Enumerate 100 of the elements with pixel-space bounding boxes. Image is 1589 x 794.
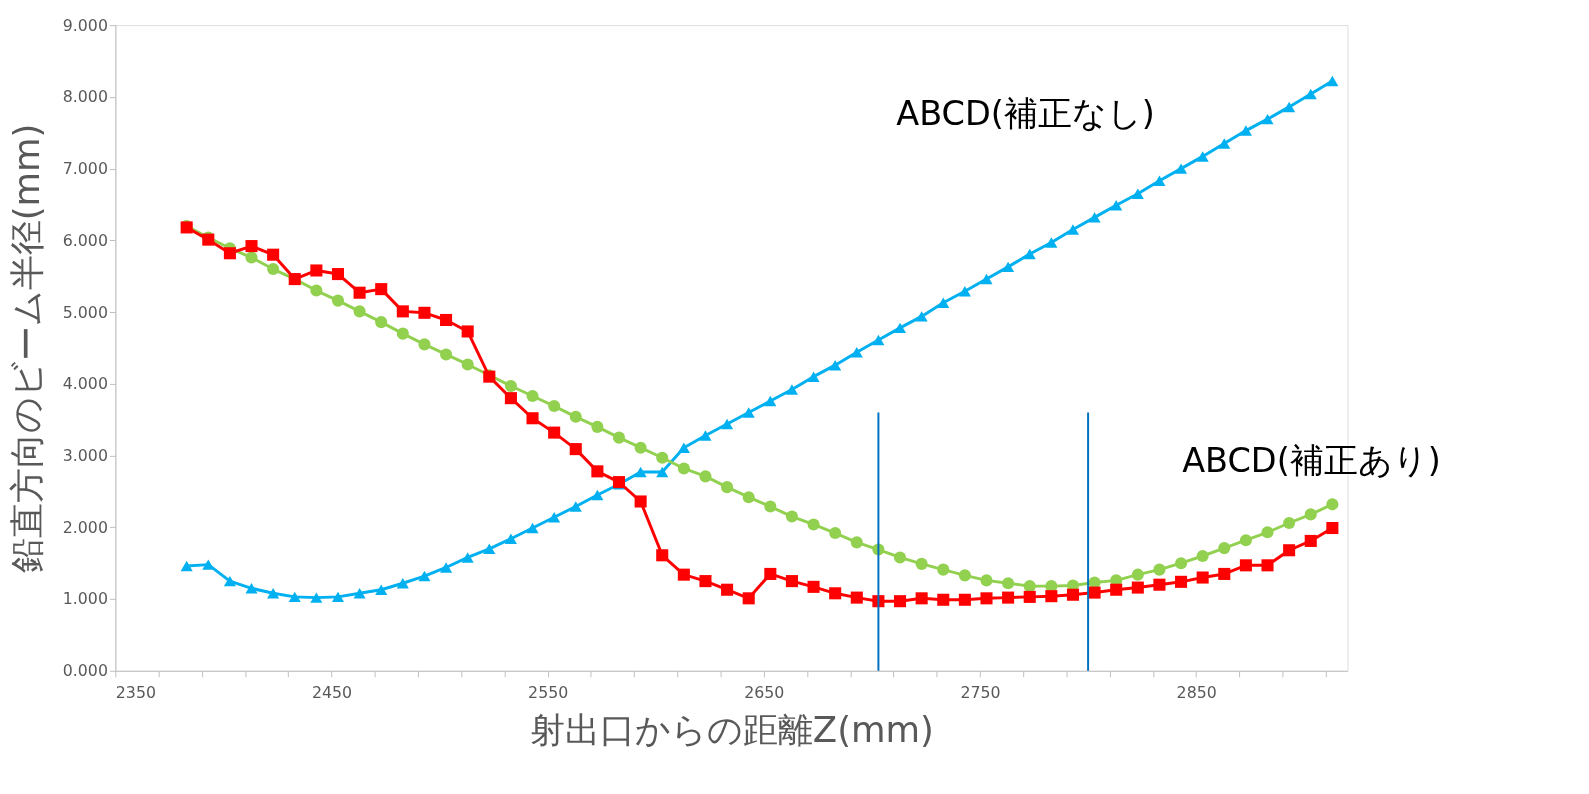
point bbox=[656, 451, 669, 464]
y-tick-label: 9.000 bbox=[62, 15, 108, 35]
point bbox=[1196, 151, 1209, 162]
point bbox=[656, 466, 669, 478]
point bbox=[418, 306, 431, 319]
point bbox=[915, 592, 928, 605]
point bbox=[721, 418, 734, 430]
point bbox=[1110, 583, 1123, 596]
point bbox=[1304, 534, 1317, 547]
point bbox=[1023, 590, 1036, 603]
point bbox=[785, 575, 798, 588]
point bbox=[548, 426, 561, 439]
point bbox=[1239, 125, 1252, 136]
point bbox=[1088, 586, 1101, 599]
point bbox=[353, 588, 366, 599]
point bbox=[375, 283, 388, 296]
point bbox=[1175, 575, 1188, 588]
point bbox=[526, 522, 539, 534]
point bbox=[656, 549, 669, 562]
point bbox=[1088, 212, 1101, 223]
point bbox=[1023, 248, 1036, 260]
point bbox=[1218, 567, 1231, 580]
point bbox=[548, 512, 561, 523]
point bbox=[288, 591, 301, 603]
point bbox=[915, 557, 928, 570]
point bbox=[1239, 534, 1252, 547]
point bbox=[980, 574, 993, 587]
point bbox=[396, 578, 409, 589]
point bbox=[1066, 588, 1079, 601]
point bbox=[526, 412, 539, 425]
point bbox=[634, 441, 647, 454]
y-tick-label: 3.000 bbox=[62, 445, 108, 465]
point bbox=[569, 443, 582, 456]
point bbox=[1196, 571, 1209, 584]
point bbox=[1131, 568, 1144, 581]
point bbox=[375, 316, 388, 329]
point bbox=[504, 533, 517, 545]
y-tick-label: 6.000 bbox=[62, 230, 108, 250]
point bbox=[829, 587, 842, 600]
point bbox=[396, 327, 409, 340]
point bbox=[937, 563, 950, 576]
y-tick-label: 7.000 bbox=[62, 159, 108, 179]
point bbox=[1261, 113, 1274, 125]
point bbox=[245, 240, 258, 253]
point bbox=[1283, 516, 1296, 530]
point bbox=[742, 407, 755, 418]
point bbox=[223, 575, 236, 587]
point bbox=[591, 489, 604, 501]
point bbox=[1131, 581, 1144, 594]
point bbox=[310, 592, 323, 603]
series-label: ABCD(補正なし) bbox=[896, 94, 1155, 134]
point bbox=[483, 543, 496, 555]
point bbox=[1261, 559, 1274, 572]
point bbox=[331, 268, 345, 281]
point bbox=[699, 575, 712, 588]
point bbox=[742, 491, 755, 504]
point bbox=[980, 592, 993, 605]
point bbox=[807, 371, 820, 382]
point bbox=[310, 264, 323, 277]
point bbox=[915, 311, 928, 322]
point bbox=[461, 358, 474, 371]
point bbox=[612, 431, 626, 444]
point bbox=[677, 442, 690, 453]
point bbox=[1304, 88, 1317, 100]
point bbox=[1175, 163, 1188, 174]
point bbox=[937, 297, 950, 308]
point bbox=[850, 347, 863, 358]
point bbox=[1261, 526, 1274, 539]
point bbox=[418, 570, 431, 582]
point bbox=[1304, 508, 1317, 521]
point bbox=[504, 379, 517, 392]
point bbox=[742, 592, 755, 605]
point bbox=[677, 568, 690, 581]
point bbox=[504, 392, 517, 405]
point bbox=[1002, 261, 1015, 273]
point bbox=[829, 527, 842, 540]
point bbox=[721, 583, 734, 596]
point bbox=[764, 395, 777, 407]
y-tick-label: 8.000 bbox=[62, 87, 108, 107]
point bbox=[267, 248, 280, 261]
point bbox=[1175, 557, 1188, 570]
point bbox=[1066, 224, 1079, 235]
point bbox=[958, 593, 971, 606]
point bbox=[1153, 563, 1166, 576]
point bbox=[677, 462, 690, 475]
point bbox=[850, 591, 863, 604]
point bbox=[893, 551, 907, 564]
point bbox=[1326, 75, 1339, 87]
x-tick-label: 2450 bbox=[311, 682, 353, 702]
point bbox=[245, 251, 258, 264]
point bbox=[396, 305, 409, 318]
point bbox=[785, 510, 798, 523]
point bbox=[1218, 138, 1231, 149]
point bbox=[1326, 521, 1339, 535]
point bbox=[310, 284, 323, 297]
point bbox=[418, 338, 431, 351]
point bbox=[1131, 188, 1144, 199]
point bbox=[591, 420, 604, 433]
point bbox=[699, 430, 712, 441]
point bbox=[1110, 199, 1123, 211]
